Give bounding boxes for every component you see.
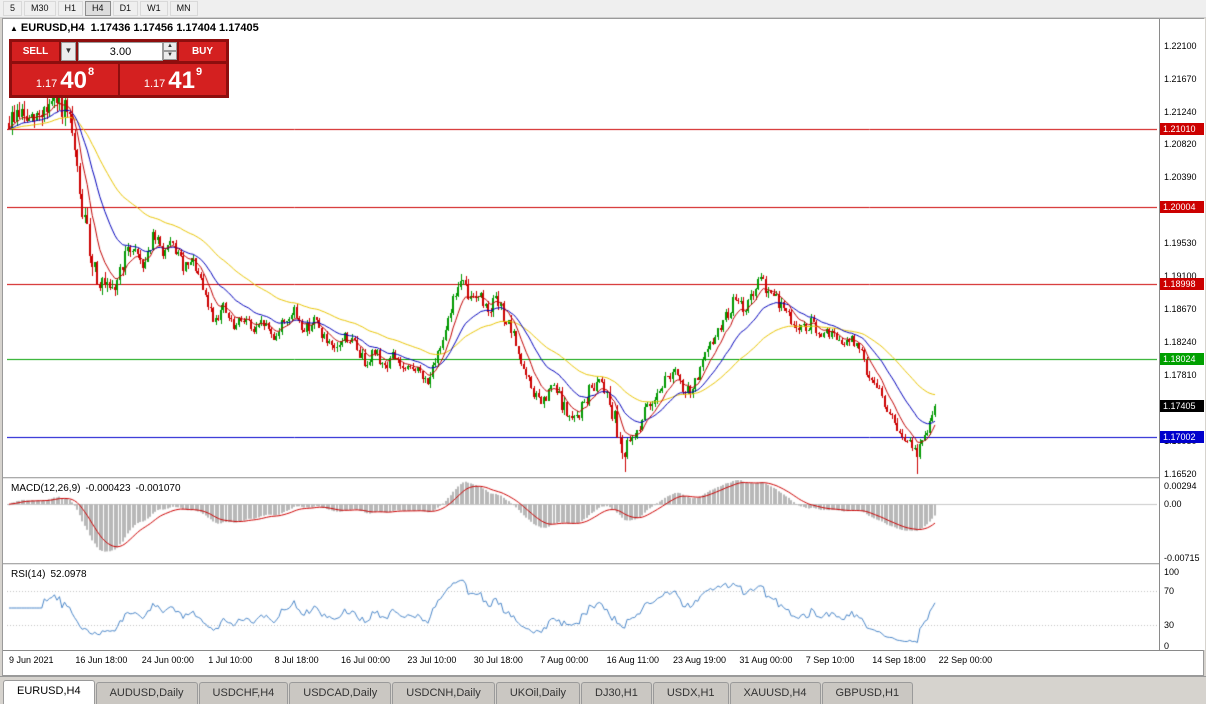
price-axis-label: 1.21670 xyxy=(1164,73,1197,84)
volume-up-button[interactable]: ▲ xyxy=(163,42,177,51)
time-axis-label: 16 Jun 18:00 xyxy=(75,655,128,665)
chart-window: ▲ EURUSD,H4 1.17436 1.17456 1.17404 1.174… xyxy=(2,18,1205,676)
time-axis-label: 1 Jul 10:00 xyxy=(208,655,253,665)
time-axis-label: 23 Aug 19:00 xyxy=(673,655,727,665)
macd-indicator-label: MACD(12,26,9) -0.000423 -0.001070 xyxy=(11,483,186,494)
time-axis-divider xyxy=(3,650,1203,651)
price-axis-label: 1.20390 xyxy=(1164,172,1197,183)
rsi-value: 52.0978 xyxy=(50,569,87,580)
time-axis-label: 22 Sep 00:00 xyxy=(938,655,993,665)
chevron-up-icon: ▲ xyxy=(167,43,173,49)
price-axis-label: 1.19100 xyxy=(1164,271,1197,281)
macd-axis-label: 0.00 xyxy=(1164,499,1182,510)
macd-signal-value: -0.001070 xyxy=(135,483,181,494)
price-axis-label: 1.16520 xyxy=(1164,468,1197,479)
period-button-mn[interactable]: MN xyxy=(169,1,198,16)
price-level-badge: 1.18024 xyxy=(1160,352,1204,365)
pane-divider[interactable] xyxy=(3,563,1203,565)
period-button-5[interactable]: 5 xyxy=(3,1,23,16)
chart-symbol-period: EURUSD,H4 xyxy=(20,22,85,34)
one-click-price-row: 1.17 40 8 1.17 41 9 xyxy=(12,64,226,95)
buy-button[interactable]: BUY xyxy=(179,42,226,61)
timeframe-toolbar: 5 M30 H1 H4 D1 W1 MN xyxy=(0,0,1206,18)
period-button-w1[interactable]: W1 xyxy=(140,1,168,16)
chart-tab-bar: EURUSD,H4 AUDUSD,Daily USDCHF,H4 USDCAD,Dai… xyxy=(0,676,1206,704)
pane-divider[interactable] xyxy=(3,477,1203,479)
rsi-indicator-canvas[interactable] xyxy=(7,566,1157,650)
time-axis[interactable]: 9 Jun 2021 16 Jun 18:00 24 Jun 00:00 1 Jul … xyxy=(7,651,1157,675)
ask-price-prefix: 1.17 xyxy=(143,78,166,90)
sell-button[interactable]: SELL xyxy=(12,42,59,61)
chart-tab-dj30-h1[interactable]: DJ30,H1 xyxy=(581,682,652,704)
chart-tab-gbpusd-h1[interactable]: GBPUSD,H1 xyxy=(821,682,914,704)
rsi-name: RSI(14) xyxy=(11,569,46,580)
time-axis-label: 23 Jul 10:00 xyxy=(407,655,457,665)
price-axis-label: 1.21240 xyxy=(1164,106,1197,117)
macd-indicator-canvas[interactable] xyxy=(7,480,1157,563)
price-level-badge: 1.20004 xyxy=(1160,200,1204,213)
price-axis-label: 1.20820 xyxy=(1164,139,1197,150)
chart-tab-audusd-daily[interactable]: AUDUSD,Daily xyxy=(95,682,198,704)
price-level-badge: 1.18998 xyxy=(1160,277,1204,290)
buy-price-button[interactable]: 1.17 41 9 xyxy=(120,64,226,95)
period-button-m30[interactable]: M30 xyxy=(24,1,56,16)
time-axis-label: 9 Jun 2021 xyxy=(9,655,54,665)
bid-price-pipette: 8 xyxy=(88,66,95,78)
chart-tab-eurusd-h4[interactable]: EURUSD,H4 xyxy=(3,680,95,704)
period-button-h4[interactable]: H4 xyxy=(85,1,111,16)
time-axis-label: 7 Aug 00:00 xyxy=(540,655,589,665)
one-click-top-row: SELL ▼ ▲ ▼ BUY xyxy=(12,42,226,61)
period-button-h1[interactable]: H1 xyxy=(57,1,84,16)
order-type-dropdown[interactable]: ▼ xyxy=(61,42,76,61)
macd-name: MACD(12,26,9) xyxy=(11,483,81,494)
rsi-axis-label: 100 xyxy=(1164,567,1180,577)
time-axis-label: 16 Jul 00:00 xyxy=(341,655,391,665)
price-axis[interactable]: 1.221001.216701.212401.208201.203901.199… xyxy=(1160,19,1205,651)
time-axis-label: 8 Jul 18:00 xyxy=(274,655,319,665)
price-level-badge: 1.21010 xyxy=(1160,123,1204,136)
time-axis-label: 30 Jul 18:00 xyxy=(473,655,523,665)
chevron-down-icon: ▼ xyxy=(64,46,73,55)
chart-tab-xauusd-h4[interactable]: XAUUSD,H4 xyxy=(729,682,821,704)
one-click-collapse-icon[interactable]: ▲ xyxy=(10,24,18,33)
macd-axis-label: -0.00715 xyxy=(1164,553,1200,563)
price-axis-border xyxy=(1159,19,1160,650)
time-axis-label: 16 Aug 11:00 xyxy=(606,655,659,665)
ask-price-pipette: 9 xyxy=(196,66,203,78)
ask-price-big-digits: 41 xyxy=(168,67,195,94)
chevron-down-icon: ▼ xyxy=(167,52,173,58)
price-axis-label: 1.17810 xyxy=(1164,369,1197,380)
macd-axis-label: 0.00294 xyxy=(1164,481,1197,491)
rsi-axis-label: 70 xyxy=(1164,586,1175,597)
period-button-d1[interactable]: D1 xyxy=(112,1,139,16)
rsi-indicator-label: RSI(14) 52.0978 xyxy=(11,569,92,580)
price-level-badge: 1.17002 xyxy=(1160,430,1204,443)
sell-price-button[interactable]: 1.17 40 8 xyxy=(12,64,118,95)
rsi-axis-label: 0 xyxy=(1164,641,1170,651)
time-axis-label: 31 Aug 00:00 xyxy=(739,655,793,665)
volume-input[interactable] xyxy=(78,42,163,61)
price-axis-label: 1.18670 xyxy=(1164,303,1197,314)
macd-main-value: -0.000423 xyxy=(85,483,131,494)
time-axis-label: 24 Jun 00:00 xyxy=(141,655,194,665)
chart-tab-usdchf-h4[interactable]: USDCHF,H4 xyxy=(198,682,289,704)
rsi-axis-label: 30 xyxy=(1164,619,1175,630)
price-axis-label: 1.18240 xyxy=(1164,336,1197,347)
chart-ohlc-values: 1.17436 1.17456 1.17404 1.17405 xyxy=(90,22,259,34)
volume-down-button[interactable]: ▼ xyxy=(163,51,177,60)
price-axis-label: 1.22100 xyxy=(1164,40,1197,51)
volume-stepper: ▲ ▼ xyxy=(163,42,177,61)
current-price-badge: 1.17405 xyxy=(1160,400,1204,413)
time-axis-label: 14 Sep 18:00 xyxy=(872,655,926,665)
chart-tab-usdx-h1[interactable]: USDX,H1 xyxy=(652,682,729,704)
chart-tab-usdcnh-daily[interactable]: USDCNH,Daily xyxy=(392,682,495,704)
time-axis-label: 7 Sep 10:00 xyxy=(805,655,855,665)
bid-price-big-digits: 40 xyxy=(60,67,87,94)
price-axis-label: 1.19530 xyxy=(1164,238,1197,248)
chart-title: ▲ EURUSD,H4 1.17436 1.17456 1.17404 1.174… xyxy=(10,22,262,34)
chart-tab-ukoil-daily[interactable]: UKOil,Daily xyxy=(495,682,581,704)
bid-price-prefix: 1.17 xyxy=(35,78,58,90)
chart-tab-usdcad-daily[interactable]: USDCAD,Daily xyxy=(289,682,392,704)
